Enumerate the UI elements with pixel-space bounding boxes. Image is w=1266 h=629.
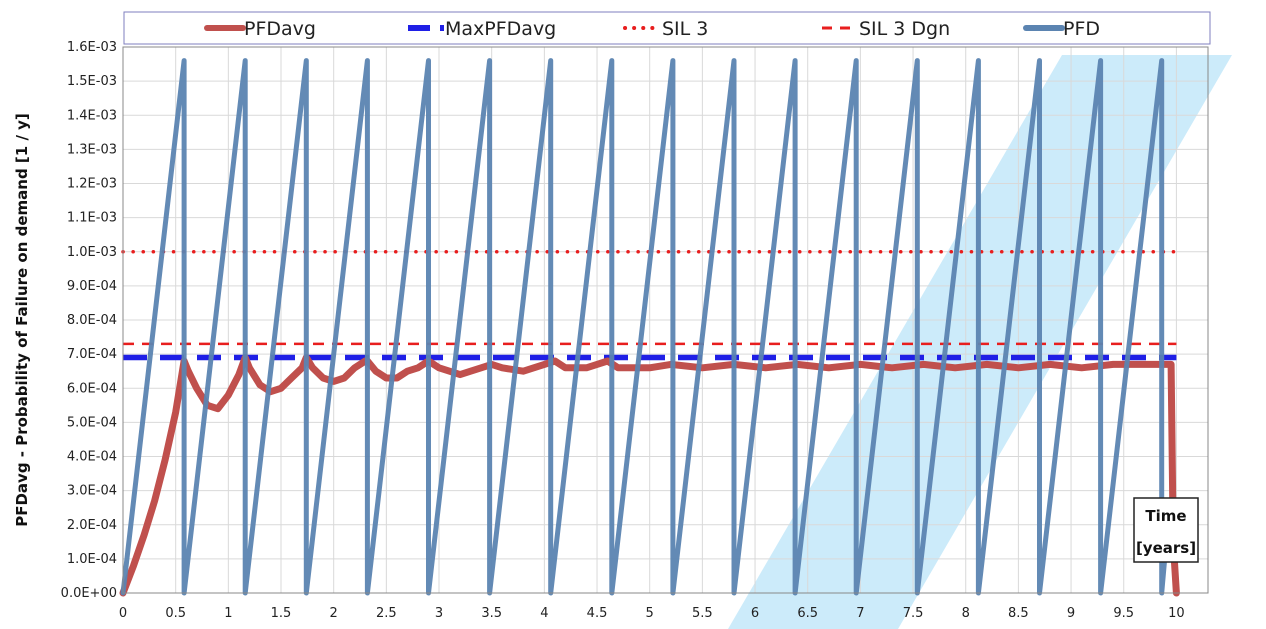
x-tick-label: 9.5 [1113, 606, 1134, 621]
y-tick-label: 1.1E-03 [67, 211, 117, 226]
x-tick-label: 10 [1168, 606, 1185, 621]
legend: PFDavg MaxPFDavg SIL 3 SIL 3 Dgn PFD [123, 11, 1211, 45]
legend-label-pfdavg: PFDavg [244, 18, 316, 40]
x-tick-label: 3 [435, 606, 443, 621]
x-tick-label: 6 [751, 606, 759, 621]
y-tick-label: 2.0E-04 [67, 518, 117, 533]
y-tick-label: 1.0E-03 [67, 245, 117, 260]
y-tick-label: 0.0E+00 [61, 586, 117, 601]
x-tick-label: 4.5 [587, 606, 608, 621]
time-annotation-line-1: Time [1145, 507, 1186, 525]
y-tick-label: 9.0E-04 [67, 279, 117, 294]
x-tick-label: 7.5 [903, 606, 924, 621]
y-tick-label: 8.0E-04 [67, 313, 117, 328]
y-tick-label: 3.0E-04 [67, 484, 117, 499]
y-tick-label: 1.4E-03 [67, 108, 117, 123]
y-tick-label: 5.0E-04 [67, 415, 117, 430]
y-tick-label: 6.0E-04 [67, 381, 117, 396]
y-tick-label: 7.0E-04 [67, 347, 117, 362]
time-annotation-box [1133, 497, 1199, 563]
legend-label-sil-3: SIL 3 [662, 18, 708, 40]
x-tick-label: 4 [540, 606, 548, 621]
x-tick-label: 8 [962, 606, 970, 621]
legend-label-maxpfdavg: MaxPFDavg [445, 18, 556, 40]
x-tick-label: 2.5 [376, 606, 397, 621]
x-tick-label: 1 [224, 606, 232, 621]
x-tick-label: 0.5 [165, 606, 186, 621]
y-axis-ticks: 0.0E+00 1.0E-04 2.0E-04 3.0E-04 4.0E-04 5.0E-… [61, 40, 117, 601]
y-tick-label: 1.3E-03 [67, 142, 117, 157]
x-tick-label: 2 [330, 606, 338, 621]
legend-label-sil-3-dgn: SIL 3 Dgn [859, 18, 950, 40]
x-tick-label: 8.5 [1008, 606, 1029, 621]
plot-frame [122, 46, 1209, 594]
time-annotation-line-2: [years] [1136, 539, 1196, 557]
x-tick-label: 1.5 [271, 606, 292, 621]
y-tick-label: 1.5E-03 [67, 74, 117, 89]
y-tick-label: 1.6E-03 [67, 40, 117, 55]
x-tick-label: 5.5 [692, 606, 713, 621]
x-tick-label: 0 [119, 606, 127, 621]
x-tick-label: 5 [646, 606, 654, 621]
y-tick-label: 4.0E-04 [67, 450, 117, 465]
y-tick-label: 1.2E-03 [67, 177, 117, 192]
x-tick-label: 6.5 [797, 606, 818, 621]
time-annotation: Time [years] [1133, 497, 1199, 563]
x-tick-label: 7 [856, 606, 864, 621]
x-tick-label: 3.5 [481, 606, 502, 621]
y-axis-label: PFDavg - Probability of Failure on deman… [13, 113, 31, 527]
y-tick-label: 1.0E-04 [67, 552, 117, 567]
x-axis-ticks: 0 0.5 1 1.5 2 2.5 3 3.5 4 4.5 5 5.5 6 6.5 7 7.5 8 8.5 9 9.5… [119, 606, 1185, 621]
x-tick-label: 9 [1067, 606, 1075, 621]
legend-label-pfd: PFD [1063, 18, 1100, 40]
